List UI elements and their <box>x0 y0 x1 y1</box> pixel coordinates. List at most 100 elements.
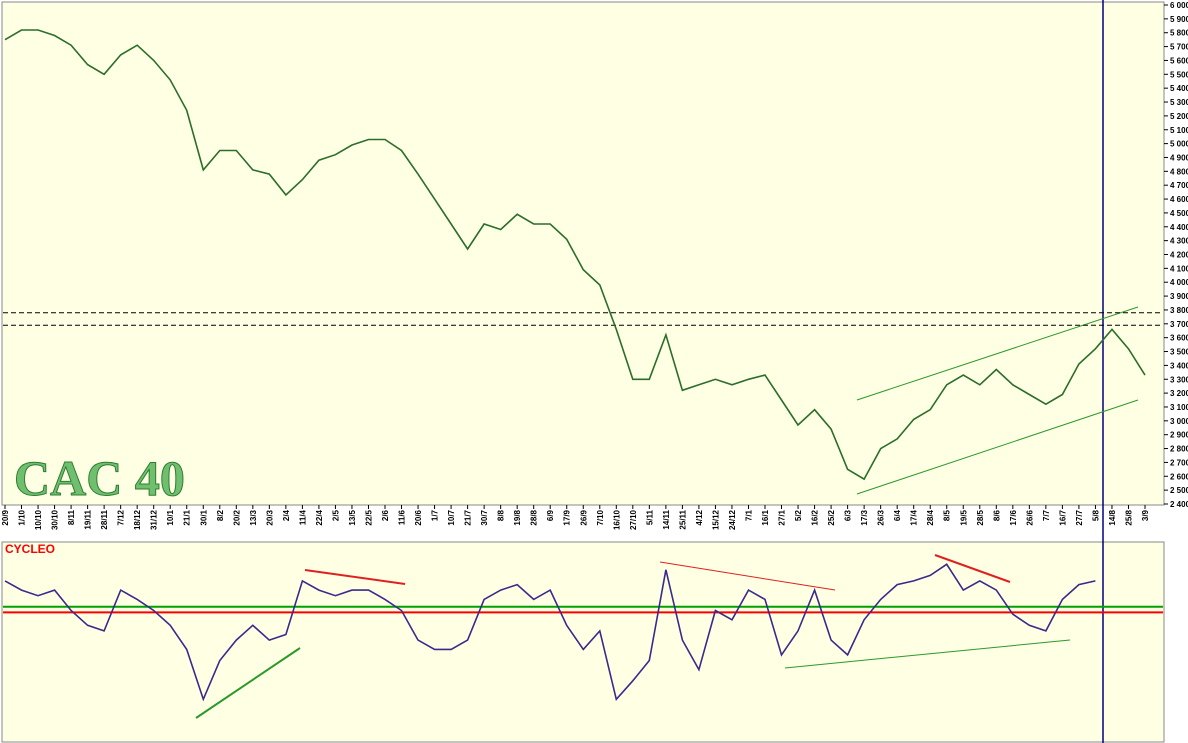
y-tick-label: 3 000 <box>1170 417 1188 426</box>
y-tick-label: 4 800 <box>1170 167 1188 176</box>
x-tick-label: 31/12 <box>150 509 159 530</box>
x-tick-label: 20/9 <box>1 509 10 525</box>
x-tick-label: 11/4 <box>298 509 307 525</box>
x-tick-label: 3/9 <box>1141 509 1150 521</box>
price-panel <box>1 1 1165 506</box>
x-tick-label: 20/2 <box>232 509 241 525</box>
y-tick-label: 4 100 <box>1170 264 1188 273</box>
x-tick-label: 14/11 <box>662 509 671 529</box>
trend-line <box>659 561 836 591</box>
y-tick-label: 3 400 <box>1170 361 1188 370</box>
x-tick-label: 13/3 <box>249 509 258 525</box>
trend-line <box>934 554 1011 583</box>
x-tick-label: 25/8 <box>1124 509 1133 525</box>
y-tick-label: 2 400 <box>1170 500 1188 509</box>
x-tick-label: 19/8 <box>513 509 522 525</box>
x-tick-label: 5/8 <box>1091 509 1100 521</box>
oscillator-panel <box>1 541 1165 743</box>
trend-line <box>304 569 406 585</box>
y-tick-label: 5 600 <box>1170 56 1188 65</box>
x-tick-label: 2/6 <box>381 509 390 521</box>
x-tick-label: 16/2 <box>811 509 820 525</box>
x-tick-label: 26/6 <box>1025 509 1034 525</box>
y-tick-label: 2 500 <box>1170 486 1188 495</box>
x-tick-label: 1/7 <box>431 509 440 521</box>
x-tick-label: 7/1 <box>744 509 753 521</box>
x-tick-label: 17/6 <box>1009 509 1018 525</box>
x-tick-label: 21/7 <box>464 509 473 525</box>
x-tick-label: 26/3 <box>877 509 886 525</box>
x-tick-label: 25/2 <box>827 509 836 525</box>
y-tick-label: 3 900 <box>1170 292 1188 301</box>
y-tick-label: 4 400 <box>1170 223 1188 232</box>
series-line <box>4 29 1146 481</box>
x-tick-label: 19/11 <box>84 509 93 529</box>
chart-title: CAC 40 <box>14 450 185 506</box>
trend-line <box>195 647 301 719</box>
x-tick-label: 27/10 <box>629 509 638 530</box>
trend-line <box>784 639 1071 669</box>
x-tick-label: 16/10 <box>612 509 621 530</box>
x-tick-label: 17/4 <box>910 509 919 525</box>
panel-title: CYCLEO <box>5 542 55 556</box>
y-tick-label: 3 100 <box>1170 403 1188 412</box>
y-tick-label: 5 000 <box>1170 140 1188 149</box>
x-tick-label: 15/12 <box>711 509 720 530</box>
y-tick-label: 5 300 <box>1170 98 1188 107</box>
x-tick-label: 25/11 <box>678 509 687 529</box>
x-tick-label: 6/3 <box>844 509 853 521</box>
y-tick-label: 3 700 <box>1170 320 1188 329</box>
y-tick-label: 5 200 <box>1170 112 1188 121</box>
y-tick-label: 4 200 <box>1170 251 1188 260</box>
y-tick-label: 4 600 <box>1170 195 1188 204</box>
trend-line <box>856 399 1139 495</box>
x-tick-label: 22/4 <box>315 509 324 525</box>
series-line <box>4 563 1096 702</box>
x-tick-label: 17/9 <box>563 509 572 525</box>
y-tick-label: 4 500 <box>1170 209 1188 218</box>
y-tick-label: 2 600 <box>1170 472 1188 481</box>
x-tick-label: 4/12 <box>695 509 704 525</box>
x-tick-label: 28/11 <box>100 509 109 529</box>
x-tick-label: 7/12 <box>117 509 126 525</box>
y-tick-label: 5 100 <box>1170 126 1188 135</box>
x-tick-label: 20/6 <box>414 509 423 525</box>
x-tick-label: 28/4 <box>926 509 935 525</box>
x-tick-label: 8/11 <box>67 509 76 525</box>
y-tick-label: 5 500 <box>1170 70 1188 79</box>
y-tick-label: 2 700 <box>1170 458 1188 467</box>
y-tick-label: 5 400 <box>1170 84 1188 93</box>
x-tick-label: 13/5 <box>348 509 357 525</box>
y-tick-label: 3 800 <box>1170 306 1188 315</box>
x-tick-label: 8/5 <box>943 509 952 521</box>
x-tick-label: 2/4 <box>282 509 291 521</box>
y-tick-label: 3 200 <box>1170 389 1188 398</box>
x-tick-label: 11/6 <box>398 509 407 525</box>
y-tick-label: 5 800 <box>1170 29 1188 38</box>
x-tick-label: 1/10 <box>18 509 27 525</box>
y-tick-label: 3 600 <box>1170 334 1188 343</box>
x-tick-label: 28/5 <box>976 509 985 525</box>
y-tick-label: 4 700 <box>1170 181 1188 190</box>
y-tick-label: 4 300 <box>1170 237 1188 246</box>
y-tick-label: 3 300 <box>1170 375 1188 384</box>
y-tick-label: 2 800 <box>1170 445 1188 454</box>
y-tick-label: 6 000 <box>1170 1 1188 10</box>
x-tick-label: 6/9 <box>546 509 555 521</box>
x-tick-label: 30/10 <box>51 509 60 530</box>
y-tick-label: 5 900 <box>1170 15 1188 24</box>
x-tick-label: 24/12 <box>728 509 737 530</box>
y-tick-label: 4 000 <box>1170 278 1188 287</box>
x-tick-label: 30/1 <box>199 509 208 525</box>
x-tick-label: 10/7 <box>447 509 456 525</box>
x-tick-label: 28/8 <box>530 509 539 525</box>
x-tick-label: 7/7 <box>1042 509 1051 521</box>
y-tick-label: 4 900 <box>1170 153 1188 162</box>
x-tick-label: 10/1 <box>166 509 175 525</box>
x-tick-label: 19/5 <box>959 509 968 525</box>
x-tick-label: 10/10 <box>34 509 43 530</box>
y-tick-label: 5 700 <box>1170 43 1188 52</box>
trend-line <box>856 306 1139 401</box>
x-tick-label: 21/1 <box>183 509 192 525</box>
